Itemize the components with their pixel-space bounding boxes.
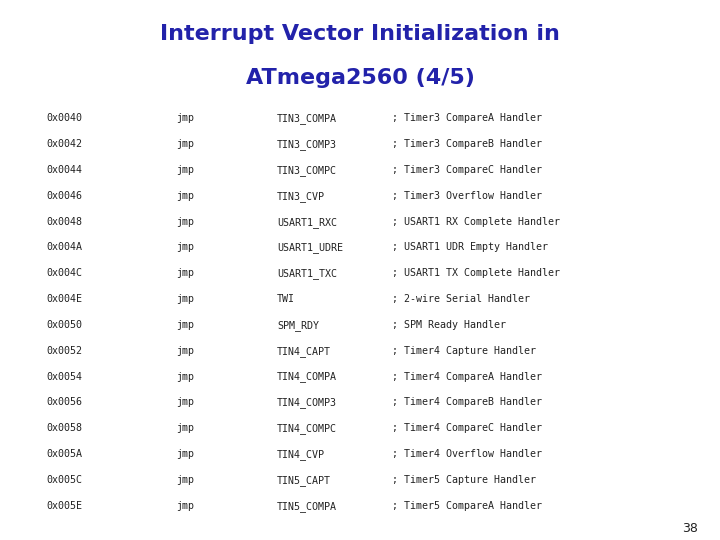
Text: TIN5_COMPA: TIN5_COMPA [277, 501, 337, 511]
Text: jmp: jmp [176, 397, 194, 407]
Text: 0x0050: 0x0050 [47, 320, 83, 330]
Text: TIN3_CVP: TIN3_CVP [277, 191, 325, 202]
Text: jmp: jmp [176, 475, 194, 485]
Text: ; Timer5 Capture Handler: ; Timer5 Capture Handler [392, 475, 536, 485]
Text: USART1_RXC: USART1_RXC [277, 217, 337, 227]
Text: TIN4_CVP: TIN4_CVP [277, 449, 325, 460]
Text: 0x005A: 0x005A [47, 449, 83, 459]
Text: USART1_TXC: USART1_TXC [277, 268, 337, 279]
Text: TIN4_CAPT: TIN4_CAPT [277, 346, 331, 357]
Text: jmp: jmp [176, 191, 194, 201]
Text: ; Timer5 CompareA Handler: ; Timer5 CompareA Handler [392, 501, 542, 511]
Text: jmp: jmp [176, 320, 194, 330]
Text: 0x004A: 0x004A [47, 242, 83, 253]
Text: ; Timer3 Overflow Handler: ; Timer3 Overflow Handler [392, 191, 542, 201]
Text: ; 2-wire Serial Handler: ; 2-wire Serial Handler [392, 294, 531, 304]
Text: SPM_RDY: SPM_RDY [277, 320, 319, 331]
Text: 38: 38 [683, 522, 698, 535]
Text: jmp: jmp [176, 113, 194, 124]
Text: 0x0056: 0x0056 [47, 397, 83, 407]
Text: ; Timer3 CompareB Handler: ; Timer3 CompareB Handler [392, 139, 542, 149]
Text: jmp: jmp [176, 501, 194, 511]
Text: 0x0054: 0x0054 [47, 372, 83, 382]
Text: ; Timer4 CompareB Handler: ; Timer4 CompareB Handler [392, 397, 542, 407]
Text: jmp: jmp [176, 372, 194, 382]
Text: ; Timer4 CompareA Handler: ; Timer4 CompareA Handler [392, 372, 542, 382]
Text: TWI: TWI [277, 294, 295, 304]
Text: 0x0046: 0x0046 [47, 191, 83, 201]
Text: 0x0058: 0x0058 [47, 423, 83, 433]
Text: jmp: jmp [176, 294, 194, 304]
Text: jmp: jmp [176, 449, 194, 459]
Text: TIN5_CAPT: TIN5_CAPT [277, 475, 331, 486]
Text: TIN3_COMP3: TIN3_COMP3 [277, 139, 337, 150]
Text: TIN4_COMP3: TIN4_COMP3 [277, 397, 337, 408]
Text: 0x0040: 0x0040 [47, 113, 83, 124]
Text: TIN4_COMPC: TIN4_COMPC [277, 423, 337, 434]
Text: ; Timer3 CompareC Handler: ; Timer3 CompareC Handler [392, 165, 542, 175]
Text: ; SPM Ready Handler: ; SPM Ready Handler [392, 320, 506, 330]
Text: ; Timer4 Overflow Handler: ; Timer4 Overflow Handler [392, 449, 542, 459]
Text: 0x0048: 0x0048 [47, 217, 83, 227]
Text: ; Timer3 CompareA Handler: ; Timer3 CompareA Handler [392, 113, 542, 124]
Text: ; USART1 RX Complete Handler: ; USART1 RX Complete Handler [392, 217, 560, 227]
Text: ATmega2560 (4/5): ATmega2560 (4/5) [246, 68, 474, 87]
Text: ; Timer4 CompareC Handler: ; Timer4 CompareC Handler [392, 423, 542, 433]
Text: 0x0052: 0x0052 [47, 346, 83, 356]
Text: jmp: jmp [176, 268, 194, 278]
Text: ; USART1 UDR Empty Handler: ; USART1 UDR Empty Handler [392, 242, 549, 253]
Text: Interrupt Vector Initialization in: Interrupt Vector Initialization in [160, 24, 560, 44]
Text: 0x0044: 0x0044 [47, 165, 83, 175]
Text: jmp: jmp [176, 139, 194, 149]
Text: ; Timer4 Capture Handler: ; Timer4 Capture Handler [392, 346, 536, 356]
Text: jmp: jmp [176, 423, 194, 433]
Text: jmp: jmp [176, 242, 194, 253]
Text: TIN3_COMPC: TIN3_COMPC [277, 165, 337, 176]
Text: TIN3_COMPA: TIN3_COMPA [277, 113, 337, 124]
Text: 0x004E: 0x004E [47, 294, 83, 304]
Text: 0x005C: 0x005C [47, 475, 83, 485]
Text: jmp: jmp [176, 217, 194, 227]
Text: USART1_UDRE: USART1_UDRE [277, 242, 343, 253]
Text: ; USART1 TX Complete Handler: ; USART1 TX Complete Handler [392, 268, 560, 278]
Text: TIN4_COMPA: TIN4_COMPA [277, 372, 337, 382]
Text: 0x004C: 0x004C [47, 268, 83, 278]
Text: 0x0042: 0x0042 [47, 139, 83, 149]
Text: jmp: jmp [176, 346, 194, 356]
Text: 0x005E: 0x005E [47, 501, 83, 511]
Text: jmp: jmp [176, 165, 194, 175]
